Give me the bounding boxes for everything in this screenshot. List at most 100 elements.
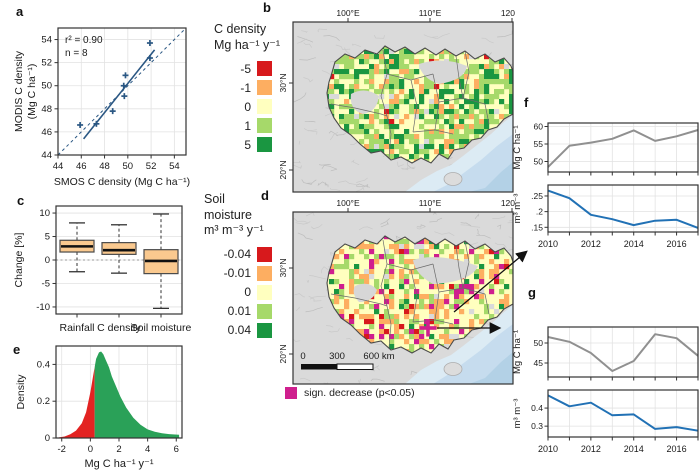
svg-text:Mg C ha⁻¹: Mg C ha⁻¹ [512,125,523,169]
svg-text:54: 54 [169,161,180,172]
svg-text:2016: 2016 [667,444,687,454]
legend-swatch [257,80,272,96]
panel-label-c: c [17,193,25,208]
svg-text:Mg C ha⁻¹: Mg C ha⁻¹ [512,330,523,374]
svg-text:0.2: 0.2 [37,396,50,407]
svg-text:50: 50 [41,81,52,92]
svg-text:2010: 2010 [538,444,558,454]
legend-label: -1 [240,80,251,95]
svg-text:120: 120 [501,8,515,18]
svg-text:2014: 2014 [624,239,644,249]
timeseries-g-carbon: 45 50 Mg C ha⁻¹ [510,320,700,384]
svg-text:10: 10 [39,208,50,219]
svg-text:m³ m⁻³: m³ m⁻³ [512,399,523,429]
legend-label: 5 [244,137,251,152]
svg-text:Mg C ha⁻¹ y⁻¹: Mg C ha⁻¹ y⁻¹ [84,458,153,470]
legend-swatch [257,246,272,262]
legend-swatch [257,303,272,319]
legend-label: 1 [244,118,251,133]
timeseries-f-moisture: .15 .2 .25 2010 2012 2014 2016 m³ m⁻³ [510,178,700,254]
legend-label: -0.04 [223,247,251,262]
svg-text:-5: -5 [42,278,50,289]
svg-text:2010: 2010 [538,239,558,249]
c-density-legend: C density Mg ha⁻¹ y⁻¹ -5 -1 0 1 5 [214,22,280,154]
legend-swatch [257,284,272,300]
legend-entry: 0.04 [196,321,272,340]
svg-text:44: 44 [53,161,64,172]
svg-text:Rainfall: Rainfall [59,322,94,334]
svg-text:0.4: 0.4 [531,403,543,413]
legend-swatch [257,99,272,115]
svg-text:110°E: 110°E [419,8,442,18]
svg-text:44: 44 [41,150,52,161]
svg-text:52: 52 [41,58,52,69]
svg-text:r² = 0.90: r² = 0.90 [65,35,103,46]
svg-text:60: 60 [534,122,544,132]
panel-label-a: a [16,4,24,19]
svg-text:20°N: 20°N [278,345,288,364]
svg-text:SMOS C density (Mg C ha⁻¹): SMOS C density (Mg C ha⁻¹) [54,176,190,188]
timeseries-g-moisture: 0.3 0.4 2010 2012 2014 2016 m³ m⁻³ [510,383,700,461]
panel-label-f: f [524,95,529,110]
legend-entry: -1 [214,78,272,97]
legend-label: 0.01 [227,304,251,319]
legend-label: -5 [240,61,251,76]
legend-entry: 0 [214,97,272,116]
legend-title-line: Mg ha⁻¹ y⁻¹ [214,37,280,52]
panel-label-b: b [263,0,271,15]
legend-entry: 0 [196,283,272,302]
legend-label: 0 [244,99,251,114]
svg-text:50: 50 [534,157,544,167]
legend-entry: -5 [214,59,272,78]
svg-text:48: 48 [99,161,110,172]
svg-text:6: 6 [174,444,179,455]
legend-entry: 5 [214,135,272,154]
legend-title-line: C density [214,22,267,36]
legend-entry: -0.01 [196,264,272,283]
svg-text:Density: Density [15,374,27,410]
svg-text:-2: -2 [58,444,66,455]
legend-entry: 1 [214,116,272,135]
svg-text:600 km: 600 km [363,351,394,362]
svg-text:48: 48 [41,104,52,115]
sig-decrease-legend: sign. decrease (p<0.05) [285,387,415,399]
legend-swatch [257,137,272,153]
legend-title: C density Mg ha⁻¹ y⁻¹ [214,22,280,53]
svg-text:0.4: 0.4 [37,359,50,370]
legend-label: 0 [244,285,251,300]
svg-text:20°N: 20°N [278,161,288,180]
svg-text:100°E: 100°E [336,8,360,18]
map-c-density: 100°E 110°E 120 30°N 20°N [276,6,516,196]
svg-text:(Mg C ha⁻¹): (Mg C ha⁻¹) [26,64,38,120]
svg-text:50: 50 [534,338,544,348]
scatter-plot-panel: 44 46 48 50 52 54 44 46 48 50 52 54 r² = 0.90 n = 8 SM… [8,16,218,196]
density-plot-panel: -2 0 2 4 6 0 0.2 0.4 Mg C ha⁻¹ y⁻¹ Density [8,336,223,475]
panel-label-d: d [261,188,269,203]
svg-text:50: 50 [123,161,134,172]
svg-text:2014: 2014 [624,444,644,454]
legend-title-line: moisture [204,207,252,222]
svg-text:30°N: 30°N [278,74,288,93]
svg-text:54: 54 [41,35,52,46]
legend-swatch [257,118,272,134]
panel-label-e: e [13,342,21,357]
timeseries-f-carbon: 50 55 60 Mg C ha⁻¹ [510,106,700,178]
svg-text:46: 46 [76,161,87,172]
svg-text:n = 8: n = 8 [65,48,88,59]
legend-swatch [257,322,272,338]
svg-text:2016: 2016 [667,239,687,249]
sig-decrease-label: sign. decrease (p<0.05) [304,387,415,399]
svg-text:-10: -10 [36,302,50,313]
svg-text:0.3: 0.3 [531,421,543,431]
legend-title: Soil moisture m³ m⁻³ y⁻¹ [196,192,272,239]
map-soil-moisture: 0 300 600 km 100°E 110°E 120 30°N 20°N [276,196,516,390]
svg-text:52: 52 [146,161,157,172]
svg-text:0: 0 [88,444,93,455]
legend-entry: -0.04 [196,245,272,264]
sig-decrease-swatch [285,387,297,399]
svg-text:30°N: 30°N [278,259,288,278]
soil-moisture-legend: Soil moisture m³ m⁻³ y⁻¹ -0.04 -0.01 0 0.01… [196,192,272,340]
legend-entry: 0.01 [196,302,272,321]
svg-text:Change [%]: Change [%] [13,232,25,287]
